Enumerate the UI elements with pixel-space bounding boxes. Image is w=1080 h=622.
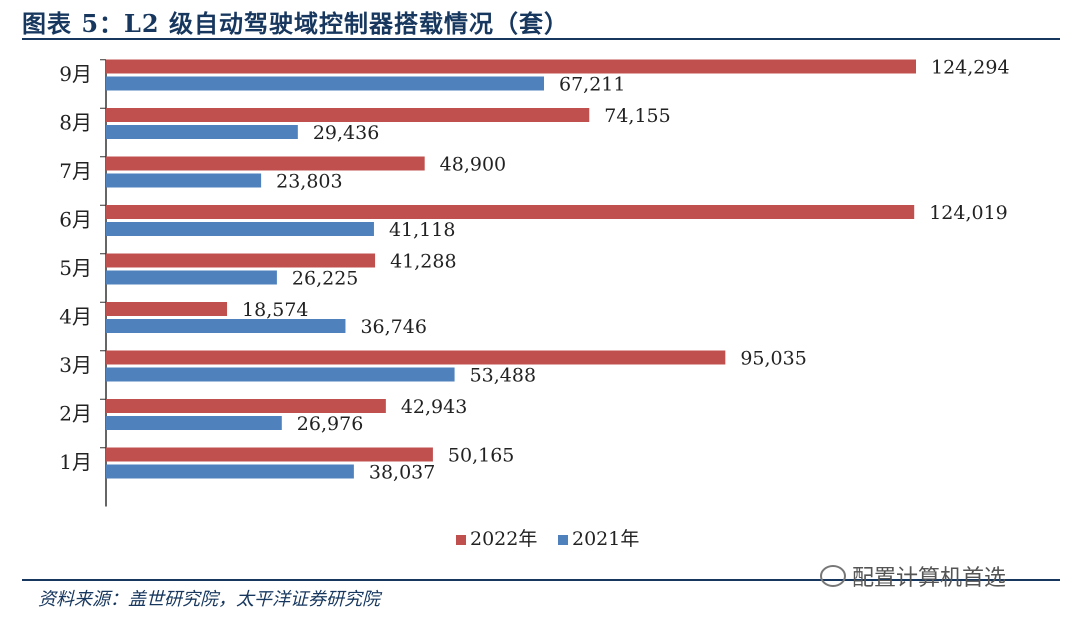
data-label-2021: 38,037 bbox=[369, 462, 435, 484]
bar-2022 bbox=[106, 447, 433, 462]
bar-2021 bbox=[106, 416, 282, 430]
bar-2022 bbox=[106, 399, 386, 413]
figure-title: 图表 5：L2 级自动驾驶域控制器搭载情况（套） bbox=[22, 9, 569, 38]
y-tick-label: 7月 bbox=[59, 159, 92, 183]
data-label-2022: 18,574 bbox=[242, 299, 308, 321]
legend-swatch-2022 bbox=[456, 535, 466, 545]
data-label-2022: 124,294 bbox=[931, 57, 1010, 79]
data-label-2021: 67,211 bbox=[559, 74, 625, 96]
data-label-2021: 36,746 bbox=[360, 316, 426, 338]
legend-label-2022: 2022年 bbox=[470, 528, 537, 550]
y-tick-label: 9月 bbox=[59, 62, 92, 86]
watermark-text: 配置计算机首选 bbox=[852, 566, 1007, 591]
title-rule bbox=[22, 38, 1060, 40]
y-tick-label: 3月 bbox=[59, 353, 92, 377]
source-note: 资料来源：盖世研究院，太平洋证券研究院 bbox=[38, 589, 380, 610]
data-label-2022: 42,943 bbox=[401, 396, 467, 418]
data-label-2021: 23,803 bbox=[276, 171, 342, 193]
bar-2021 bbox=[106, 222, 374, 236]
y-tick-label: 1月 bbox=[59, 450, 92, 474]
bar-2021 bbox=[106, 125, 298, 139]
ticks-layer: 1月 2月 3月 4月 5月 6月 7月 8月 9月 bbox=[59, 59, 106, 474]
bar-2022 bbox=[106, 108, 590, 122]
y-tick-label: 4月 bbox=[59, 305, 92, 329]
bar-2021 bbox=[106, 319, 346, 333]
legend-swatch-2021 bbox=[558, 535, 568, 545]
data-label-2022: 124,019 bbox=[929, 202, 1008, 224]
legend: 2022年 2021年 bbox=[456, 528, 639, 550]
bars-layer bbox=[106, 59, 916, 479]
bar-2021 bbox=[106, 464, 354, 479]
wechat-icon bbox=[820, 565, 846, 587]
bar-2021 bbox=[106, 367, 455, 382]
bar-2022 bbox=[106, 205, 915, 219]
bar-2022 bbox=[106, 350, 726, 365]
bar-2021 bbox=[106, 173, 262, 188]
bar-2022 bbox=[106, 59, 916, 74]
y-tick-label: 8月 bbox=[59, 111, 92, 135]
data-label-2022: 95,035 bbox=[740, 348, 806, 370]
data-label-2021: 29,436 bbox=[313, 122, 379, 144]
bar-2022 bbox=[106, 253, 376, 268]
labels-layer: 50,165 38,037 42,943 26,976 95,035 53,488 18,5… bbox=[242, 57, 1010, 484]
y-tick-label: 6月 bbox=[59, 208, 92, 232]
bar-2022 bbox=[106, 156, 425, 171]
data-label-2021: 53,488 bbox=[470, 365, 536, 387]
data-label-2021: 26,225 bbox=[292, 268, 358, 290]
y-tick-label: 5月 bbox=[59, 256, 92, 280]
bar-2021 bbox=[106, 270, 277, 285]
watermark: 配置计算机首选 bbox=[820, 560, 1006, 592]
legend-label-2021: 2021年 bbox=[572, 528, 639, 550]
bar-2022 bbox=[106, 302, 228, 316]
data-label-2022: 41,288 bbox=[390, 251, 456, 273]
y-tick-label: 2月 bbox=[59, 402, 92, 426]
data-label-2022: 74,155 bbox=[604, 105, 670, 127]
data-label-2021: 41,118 bbox=[389, 219, 455, 241]
source-rule bbox=[22, 579, 1060, 581]
data-label-2022: 48,900 bbox=[440, 154, 506, 176]
data-label-2022: 50,165 bbox=[448, 445, 514, 467]
bar-2021 bbox=[106, 76, 545, 91]
bar-chart: 50,165 38,037 42,943 26,976 95,035 53,488 18,5… bbox=[59, 57, 1010, 551]
data-label-2021: 26,976 bbox=[297, 413, 363, 435]
